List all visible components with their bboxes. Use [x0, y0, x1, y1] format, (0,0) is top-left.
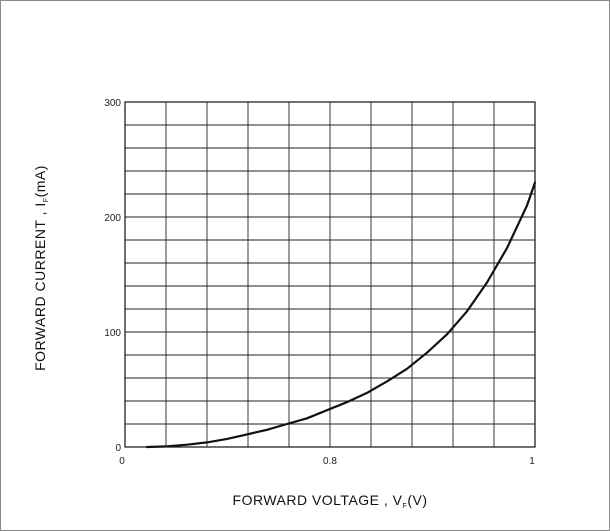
- x-tick-label: 0: [119, 456, 125, 467]
- x-tick-labels: 0 0.8 1: [119, 456, 535, 467]
- y-tick-label: 100: [104, 328, 121, 339]
- y-tick-label: 0: [115, 443, 121, 454]
- y-tick-label: 200: [104, 213, 121, 224]
- y-axis-label: FORWARD CURRENT , IF(mA): [32, 165, 50, 371]
- x-tick-label: 0.8: [323, 456, 337, 467]
- y-tick-label: 300: [104, 98, 121, 109]
- plot-border: [124, 101, 536, 448]
- grid: [125, 102, 535, 447]
- x-axis-label: FORWARD VOLTAGE , VF(V): [233, 492, 428, 510]
- series-line: [145, 181, 537, 449]
- x-tick-label: 1: [529, 456, 535, 467]
- y-tick-labels: 0 100 200 300: [104, 98, 121, 454]
